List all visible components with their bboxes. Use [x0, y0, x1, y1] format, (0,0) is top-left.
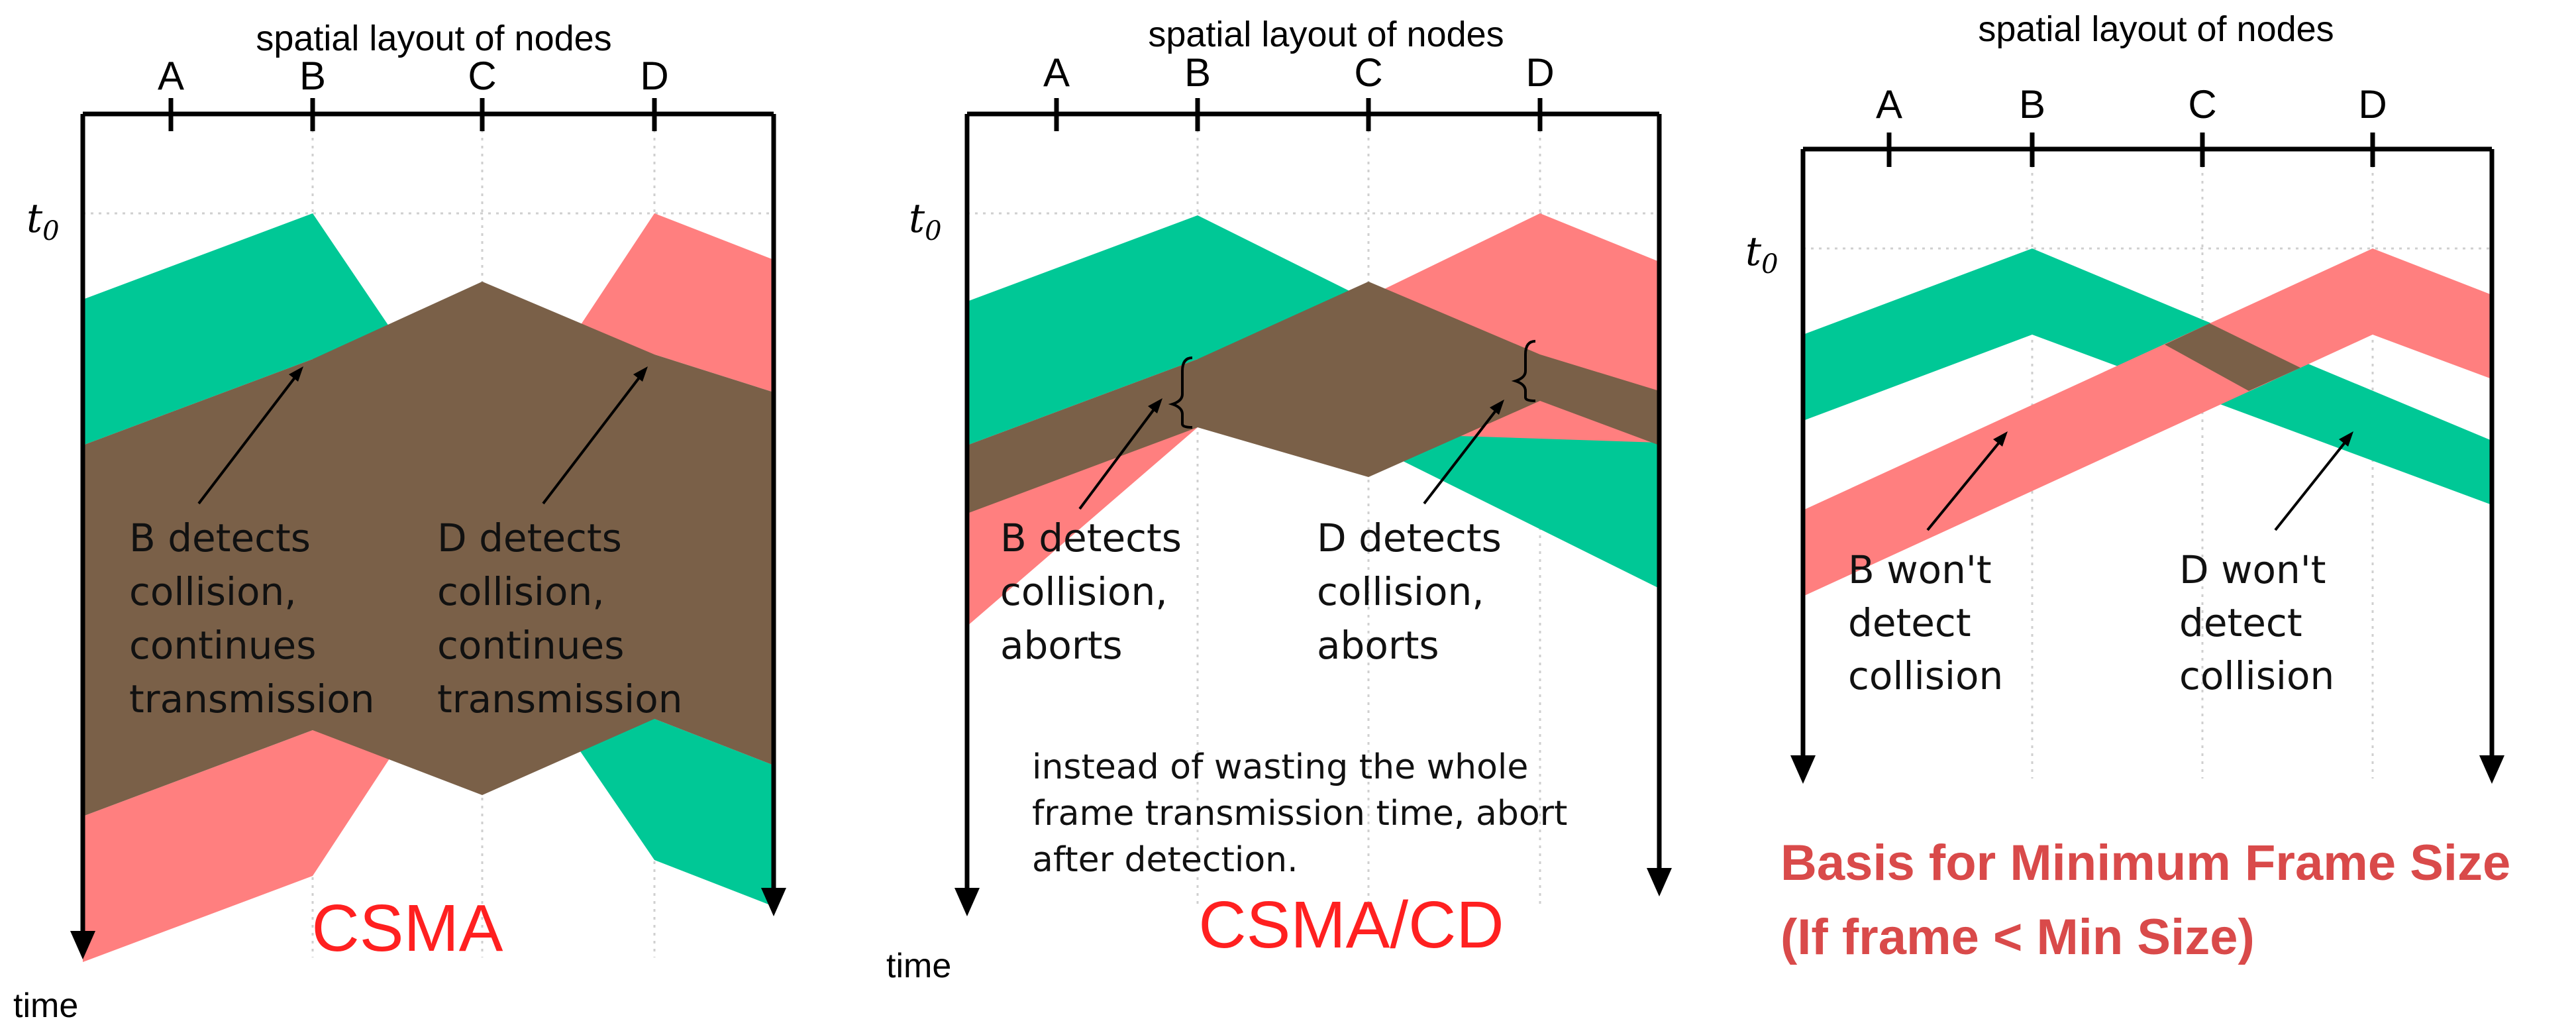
node-label-a: A	[1043, 50, 1070, 95]
t0-label: t0	[1745, 229, 1778, 280]
collision-overlap	[967, 282, 1659, 513]
collision-overlap	[2165, 323, 2300, 391]
node-label-c: C	[1354, 50, 1382, 95]
t0-label: t0	[26, 195, 60, 246]
layout-title: spatial layout of nodes	[1148, 15, 1504, 54]
node-label-c: C	[2188, 82, 2216, 127]
axis-arrowhead	[1647, 868, 1672, 896]
dotted-guides	[967, 114, 1659, 908]
axis-arrowhead	[2479, 755, 2504, 784]
axis-arrowhead	[761, 888, 786, 916]
panel-min-frame: spatial layout of nodes A B C D t0	[1745, 9, 2524, 965]
node-label-a: A	[1876, 82, 1902, 127]
axes	[964, 98, 1662, 891]
axes	[1800, 133, 2495, 759]
note-b-csmacd: B detects collision, aborts	[1000, 515, 1194, 668]
note-b-minframe: B won't detect collision	[1848, 547, 2004, 698]
panel-csma-cd: spatial layout of nodes A B C D t0 time	[886, 15, 1672, 985]
caption-csma-cd: CSMA/CD	[1198, 888, 1504, 962]
caption-csma: CSMA	[312, 891, 503, 965]
abort-explanation: instead of wasting the whole frame trans…	[1032, 747, 1578, 880]
axes	[80, 98, 776, 934]
collision-overlap	[83, 282, 774, 816]
note-d-csma: D detects collision, continues transmiss…	[437, 515, 683, 722]
time-arrowhead	[1790, 755, 1816, 784]
pointer-arrows	[197, 366, 648, 505]
node-label-a: A	[158, 54, 184, 98]
detection-brackets	[1168, 340, 1536, 429]
node-label-d: D	[640, 54, 668, 98]
node-label-c: C	[468, 54, 496, 98]
time-label: time	[13, 987, 78, 1025]
layout-title: spatial layout of nodes	[1978, 9, 2334, 49]
time-label: time	[886, 947, 951, 985]
time-arrowhead	[954, 888, 980, 916]
node-label-d: D	[1525, 50, 1554, 95]
time-arrowhead	[70, 931, 95, 959]
pointer-arrows	[1078, 398, 1504, 510]
node-label-b: B	[299, 54, 326, 98]
panel-csma: spatial layout of nodes A B C D t0 time	[13, 19, 786, 1025]
note-b-csma: B detects collision, continues transmiss…	[129, 515, 375, 722]
note-d-minframe: D won't detect collision	[2179, 547, 2338, 698]
t0-label: t0	[909, 195, 942, 246]
layout-title: spatial layout of nodes	[256, 19, 611, 58]
red-band-d	[1803, 248, 2492, 596]
node-label-b: B	[1184, 50, 1211, 95]
note-d-csmacd: D detects collision, aborts	[1317, 515, 1514, 668]
pointer-arrows	[1926, 431, 2353, 531]
basis-min-frame-title: Basis for Minimum Frame Size (If frame <…	[1780, 835, 2524, 965]
node-label-d: D	[2358, 82, 2387, 127]
node-label-b: B	[2019, 82, 2045, 127]
